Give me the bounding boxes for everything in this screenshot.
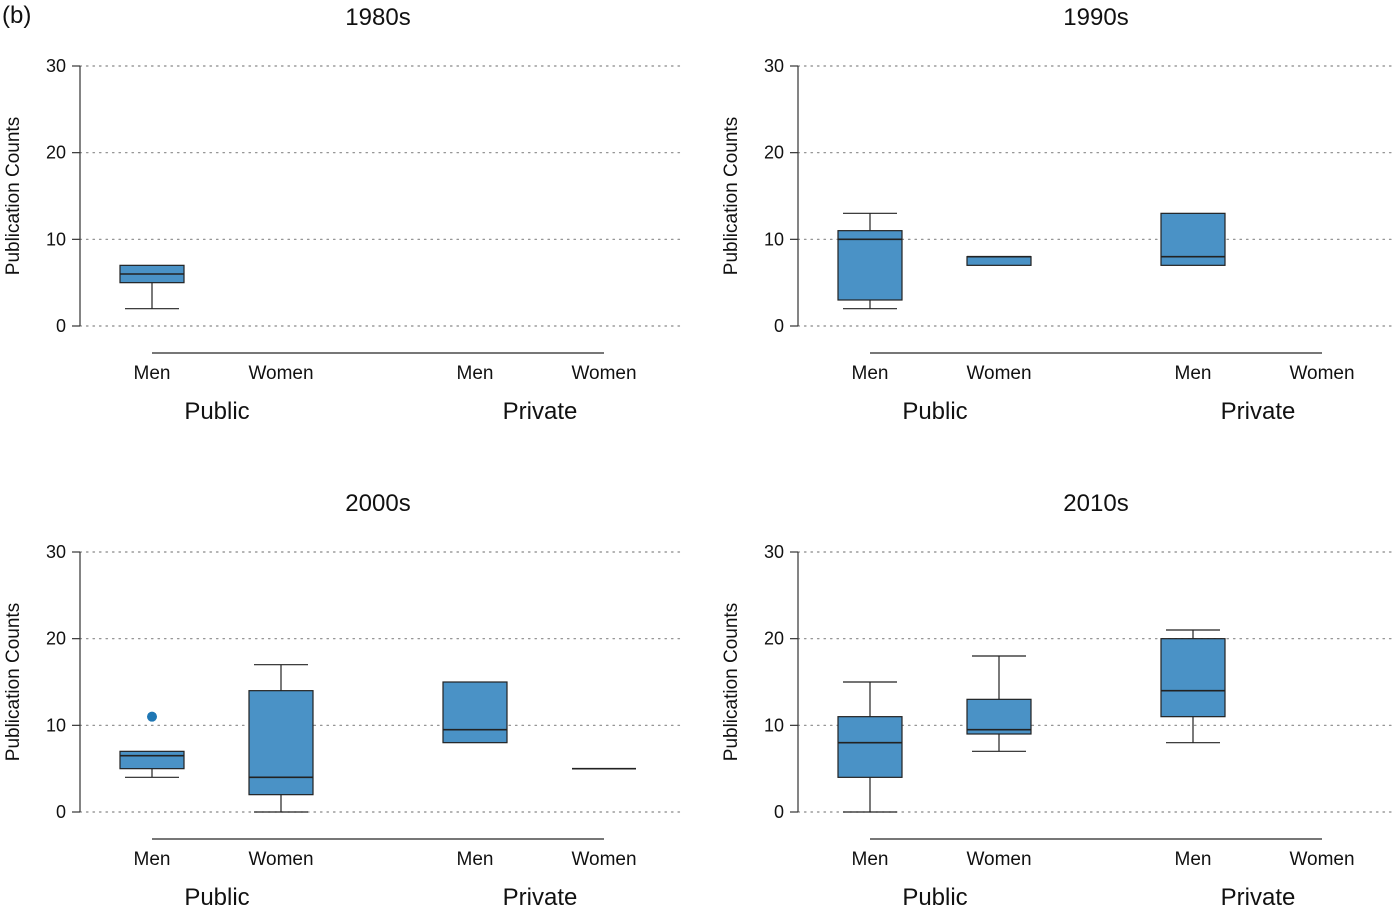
- box: [442, 681, 508, 744]
- y-axis-label: Publication Counts: [721, 117, 742, 275]
- y-tick-label: 20: [764, 143, 784, 163]
- box: [837, 230, 903, 301]
- y-tick-label: 0: [774, 802, 784, 822]
- x-group-label: Private: [503, 884, 578, 911]
- x-category-label: Men: [134, 363, 171, 384]
- x-group-label: Public: [902, 398, 967, 425]
- x-category-label: Men: [457, 363, 494, 384]
- chart-title: 1980s: [345, 4, 410, 31]
- chart-title: 1990s: [1063, 4, 1128, 31]
- y-tick-label: 10: [46, 229, 66, 249]
- y-tick-label: 20: [764, 629, 784, 649]
- x-category-label: Women: [571, 849, 636, 870]
- x-group-label: Private: [1221, 884, 1296, 911]
- chart-title: 2000s: [345, 490, 410, 517]
- box: [966, 256, 1032, 266]
- y-tick-label: 10: [764, 715, 784, 735]
- x-category-label: Men: [457, 849, 494, 870]
- x-group-label: Private: [1221, 398, 1296, 425]
- y-tick-label: 10: [764, 229, 784, 249]
- box: [966, 698, 1032, 735]
- x-category-label: Women: [1289, 363, 1354, 384]
- x-category-label: Women: [248, 363, 313, 384]
- y-tick-label: 30: [46, 56, 66, 76]
- y-tick-label: 0: [774, 316, 784, 336]
- y-tick-label: 20: [46, 629, 66, 649]
- x-category-label: Women: [966, 849, 1031, 870]
- panel-label: (b): [2, 2, 32, 29]
- chart-title: 2010s: [1063, 490, 1128, 517]
- y-axis-label: Publication Counts: [3, 117, 24, 275]
- y-tick-label: 0: [56, 316, 66, 336]
- x-category-label: Men: [134, 849, 171, 870]
- box: [119, 750, 185, 770]
- x-group-label: Public: [184, 398, 249, 425]
- y-tick-label: 10: [46, 715, 66, 735]
- outlier-point: [147, 711, 157, 722]
- x-group-label: Private: [503, 398, 578, 425]
- x-category-label: Women: [248, 849, 313, 870]
- x-category-label: Men: [1175, 849, 1212, 870]
- y-tick-label: 30: [764, 542, 784, 562]
- x-group-label: Public: [184, 884, 249, 911]
- y-axis-label: Publication Counts: [3, 603, 24, 761]
- x-category-label: Women: [571, 363, 636, 384]
- y-axis-label: Publication Counts: [721, 603, 742, 761]
- box: [837, 716, 903, 778]
- x-group-label: Public: [902, 884, 967, 911]
- y-tick-label: 30: [764, 56, 784, 76]
- y-tick-label: 20: [46, 143, 66, 163]
- x-category-label: Men: [1175, 363, 1212, 384]
- x-category-label: Women: [966, 363, 1031, 384]
- box: [1160, 212, 1226, 266]
- x-category-label: Women: [1289, 849, 1354, 870]
- x-category-label: Men: [852, 363, 889, 384]
- y-tick-label: 0: [56, 802, 66, 822]
- box: [248, 690, 314, 796]
- y-tick-label: 30: [46, 542, 66, 562]
- x-category-label: Men: [852, 849, 889, 870]
- box: [1160, 638, 1226, 718]
